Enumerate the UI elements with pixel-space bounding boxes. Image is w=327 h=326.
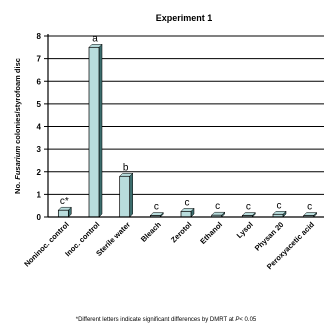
bar-front (88, 46, 100, 218)
y-tick-label: 0 (37, 213, 42, 222)
bar (119, 172, 134, 218)
bar (149, 211, 164, 218)
bar-front (180, 210, 192, 218)
bar-side (98, 43, 103, 218)
significance-letter: c (215, 201, 220, 212)
y-axis-label-part: colonies/styrofoam disc (13, 58, 22, 146)
y-tick-label: 7 (37, 55, 42, 64)
bar-side (129, 172, 133, 218)
category-label: Noninoc. control (22, 220, 71, 269)
y-tick-labels: 0 1 2 3 4 5 6 7 8 (37, 32, 42, 222)
significance-letter: c* (60, 196, 69, 207)
y-axis-label-italic: Fusarium (13, 146, 22, 180)
y-tick-label: 5 (37, 100, 42, 109)
y-tick-label: 4 (37, 123, 42, 132)
chart-title: Experiment 1 (156, 13, 213, 23)
significance-letter: c (277, 200, 282, 211)
footnote: *Different letters indicate significant … (76, 317, 257, 323)
bar (241, 211, 256, 218)
significance-letter: c (307, 202, 312, 213)
y-tick-label: 2 (37, 168, 42, 177)
significance-letter: b (123, 162, 129, 173)
y-axis-label-part: No. (13, 180, 22, 194)
category-label: Physan 20 (253, 220, 286, 253)
bar-front (119, 175, 131, 218)
y-tick-label: 8 (37, 32, 42, 41)
category-label: Ethanol (198, 220, 224, 246)
bar-front (57, 209, 69, 218)
category-label: Lysol (235, 220, 255, 240)
significance-letter: c (246, 202, 251, 213)
bar (57, 206, 72, 218)
bar (211, 211, 226, 218)
footnote-italic: P (235, 317, 239, 323)
bar (88, 43, 103, 218)
footnote-part: *Different letters indicate significant … (76, 317, 236, 323)
significance-letter: c (185, 197, 190, 208)
y-axis-label: No. Fusarium colonies/styrofoam disc (13, 58, 22, 194)
grid-lines (44, 35, 324, 218)
axes (47, 34, 324, 218)
y-tick-label: 3 (37, 145, 42, 154)
significance-letters: c* a b c c c c c c (60, 33, 312, 212)
category-label: Zerotol (169, 220, 193, 244)
bar (180, 207, 195, 218)
category-label: Bleach (139, 220, 163, 244)
significance-letter: c (154, 202, 159, 213)
significance-letter: a (92, 33, 98, 44)
footnote-part: < 0.05 (239, 317, 257, 323)
bar (303, 211, 318, 218)
bars (57, 43, 318, 218)
bar (272, 210, 287, 218)
y-tick-label: 6 (37, 77, 42, 86)
y-tick-label: 1 (37, 190, 42, 199)
